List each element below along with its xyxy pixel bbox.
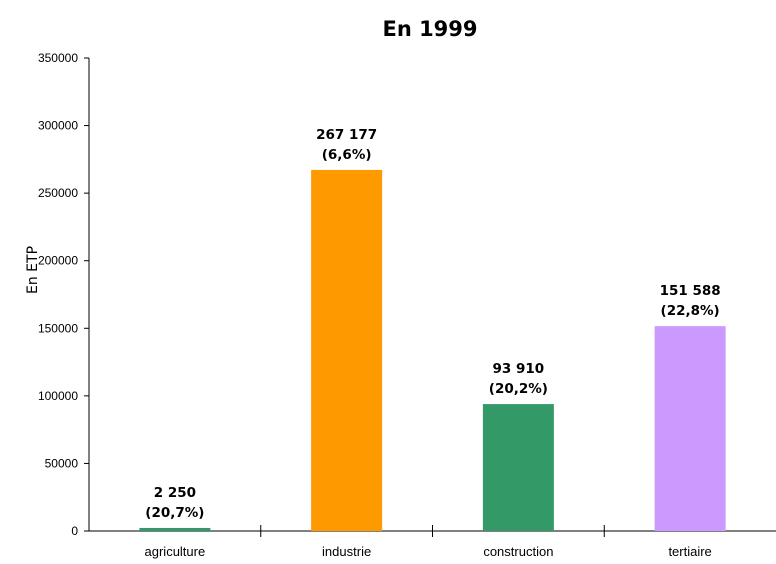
y-tick-label: 200000 <box>38 254 78 268</box>
data-label-value: 151 588 <box>660 283 721 299</box>
chart-title: En 1999 <box>382 17 477 41</box>
x-category-label: industrie <box>322 544 371 559</box>
data-label-value: 93 910 <box>493 361 545 377</box>
data-label-percent: (20,7%) <box>145 505 204 521</box>
y-tick-label: 350000 <box>38 51 78 65</box>
y-axis-label: En ETP <box>25 246 41 294</box>
y-tick-label: 150000 <box>38 321 78 335</box>
bar-tertiaire <box>654 326 726 531</box>
y-tick-label: 250000 <box>38 186 78 200</box>
x-category-label: agriculture <box>145 544 206 559</box>
y-tick-label: 0 <box>71 524 78 538</box>
bar-industrie <box>311 169 383 531</box>
y-tick-label: 300000 <box>38 119 78 133</box>
data-label-value: 2 250 <box>154 485 196 501</box>
x-category-label: tertiaire <box>668 544 711 559</box>
data-label-value: 267 177 <box>316 127 377 143</box>
y-tick-label: 50000 <box>45 456 79 470</box>
data-label-percent: (20,2%) <box>489 381 548 397</box>
bar-agriculture <box>139 527 211 531</box>
data-label-percent: (22,8%) <box>661 303 720 319</box>
bar-construction <box>482 404 554 531</box>
plot-area: 0 50000 100000 150000 200000 250000 300000 3500… <box>38 51 776 559</box>
data-label-percent: (6,6%) <box>322 147 372 163</box>
x-category-label: construction <box>483 544 553 559</box>
y-tick-label: 100000 <box>38 389 78 403</box>
